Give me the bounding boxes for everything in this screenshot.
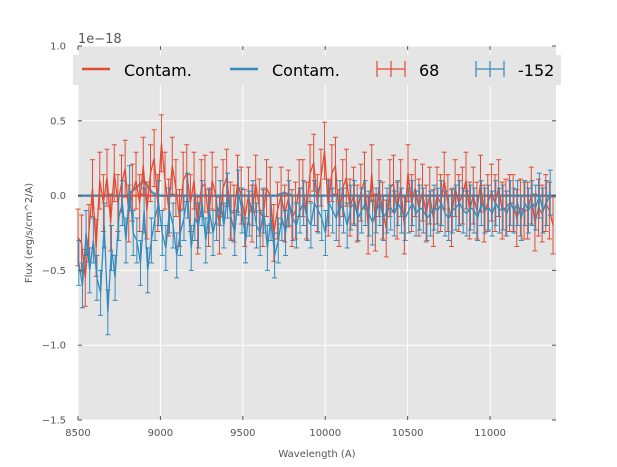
- x-tick-label: 10500: [392, 428, 424, 439]
- legend-label: Contam.: [124, 61, 192, 80]
- legend-entry-contam-red: Contam.: [82, 61, 192, 80]
- legend-errorbar-icon-red: [376, 61, 406, 77]
- series--152: [76, 165, 553, 336]
- y-tick-label: 0.0: [50, 191, 66, 202]
- y-offset-label: 1e−18: [78, 32, 122, 47]
- legend-box: [73, 55, 561, 85]
- y-axis-label: Flux (erg/s/cm^2/A): [24, 183, 35, 283]
- errorbar: [76, 239, 82, 286]
- y-tick-label: 1.0: [50, 42, 66, 53]
- x-tick-label: 8500: [65, 428, 90, 439]
- legend: Contam. Contam. 68 -152: [73, 55, 561, 85]
- legend-entry-contam-blue: Contam.: [230, 61, 340, 80]
- y-tick-label: 0.5: [50, 116, 66, 127]
- y-tick-label: −1.5: [42, 416, 66, 427]
- legend-entry-68: 68: [376, 61, 439, 80]
- series-line--152: [78, 188, 551, 313]
- x-tick-label: 11000: [474, 428, 506, 439]
- legend-label: 68: [419, 61, 439, 80]
- y-tick-label: −1.0: [42, 341, 66, 352]
- legend-label: -152: [518, 61, 554, 80]
- legend-entry-minus-152: -152: [475, 61, 554, 80]
- x-axis-label: Wavelength (A): [278, 449, 355, 460]
- series-layer: [75, 114, 556, 336]
- axes: 8500 9000 9500 10000 10500 11000 −1.5 −1.0 −0.5 0…: [42, 42, 556, 439]
- legend-errorbar-icon-blue: [475, 61, 505, 77]
- y-tick-label: −0.5: [42, 266, 66, 277]
- legend-label: Contam.: [272, 61, 340, 80]
- x-tick-label: 9500: [230, 428, 255, 439]
- x-tick-label: 9000: [148, 428, 173, 439]
- x-tick-label: 10000: [309, 428, 341, 439]
